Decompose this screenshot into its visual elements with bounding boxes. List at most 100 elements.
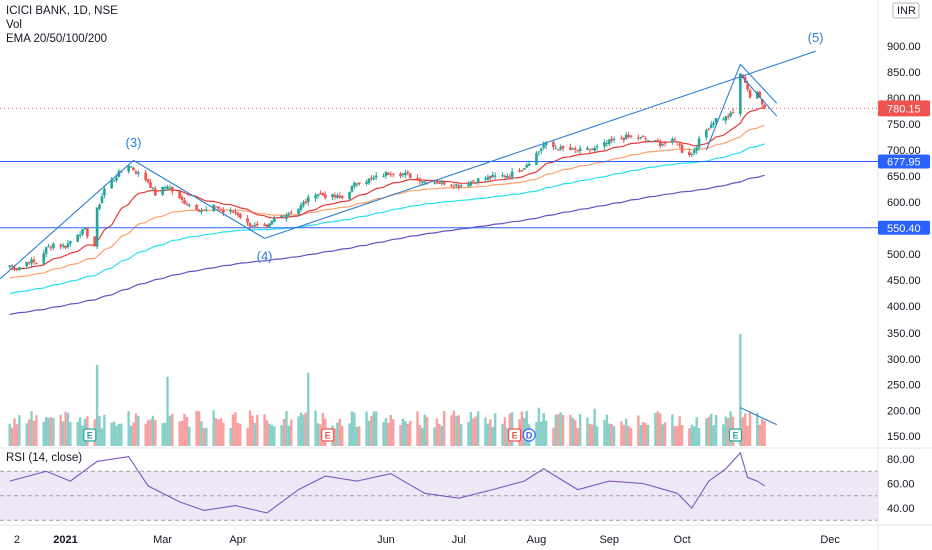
candle-body <box>421 181 424 183</box>
candle-body <box>709 124 713 129</box>
candle-body <box>726 116 730 118</box>
candle-body <box>27 262 31 264</box>
candle-body <box>134 171 138 174</box>
candle-body <box>518 170 521 172</box>
candle-body <box>556 149 560 151</box>
candle-body <box>331 194 334 198</box>
volume-bar <box>486 423 490 446</box>
volume-bar <box>457 415 460 446</box>
volume-bar <box>535 422 538 446</box>
volume-bar <box>127 411 130 446</box>
level-price-tag <box>878 154 930 169</box>
x-tick-label: Aug <box>527 534 547 546</box>
candle-body <box>382 176 385 178</box>
volume-bar <box>455 416 458 446</box>
candle-body <box>263 224 266 227</box>
candle-body <box>42 253 45 264</box>
candle-body <box>690 154 694 156</box>
volume-bar <box>49 417 53 446</box>
candle-body <box>214 206 218 208</box>
candle-body <box>588 149 592 151</box>
candle-body <box>671 138 674 143</box>
candle-body <box>646 140 650 142</box>
candle-body <box>370 177 373 179</box>
volume-bar <box>435 418 439 446</box>
rsi-tick-label: 60.00 <box>887 479 915 491</box>
volume-bar <box>629 428 633 446</box>
volume-bar <box>197 411 201 446</box>
candle-body <box>675 141 679 143</box>
volume-tick-label: 300.00 <box>887 354 921 366</box>
earnings-marker <box>507 428 522 442</box>
candle-body <box>731 112 735 114</box>
candle-body <box>637 137 640 139</box>
volume-bar <box>571 417 575 446</box>
currency-box <box>892 2 920 19</box>
earnings-marker <box>728 428 743 442</box>
candle-body <box>234 211 237 213</box>
volume-bar <box>285 411 288 446</box>
candle-body <box>554 148 558 150</box>
candle-body <box>365 181 368 184</box>
volume-bar <box>280 425 283 446</box>
volume-bar <box>273 426 276 446</box>
volume-indicator-label[interactable]: Vol <box>6 19 22 31</box>
volume-bar <box>30 411 33 446</box>
candle-body <box>287 213 291 216</box>
x-tick-label: Sep <box>599 534 619 546</box>
candle-body <box>171 186 174 192</box>
y-tick-label: 450.00 <box>887 275 921 287</box>
candle-body <box>255 223 259 226</box>
rsi-tick-label: 80.00 <box>887 454 915 466</box>
candle-body <box>66 243 70 248</box>
volume-bar <box>542 413 545 446</box>
candle-body <box>442 182 446 185</box>
volume-bar <box>625 418 628 446</box>
volume-bar <box>452 410 456 446</box>
volume-bar <box>297 416 300 446</box>
volume-bar <box>409 420 412 446</box>
volume-bar <box>387 422 390 446</box>
candle-body <box>100 196 104 204</box>
wave-trendline <box>0 159 134 280</box>
volume-bar <box>370 415 373 446</box>
volume-bar <box>8 423 11 446</box>
symbol-title[interactable]: ICICI BANK, 1D, NSE <box>6 5 118 17</box>
volume-bar <box>316 423 320 446</box>
wave-4-label: (4) <box>257 248 273 263</box>
volume-bar <box>217 419 220 446</box>
volume-bar <box>459 424 463 446</box>
volume-bar <box>154 420 157 446</box>
candle-body <box>590 148 594 150</box>
volume-bar <box>35 415 38 446</box>
flag-lower-line <box>739 74 778 117</box>
candle-body <box>154 188 157 196</box>
x-tick-label: Dec <box>820 534 840 546</box>
ema100-line <box>9 143 765 295</box>
candle-body <box>748 90 752 98</box>
volume-bar <box>559 412 562 446</box>
currency-label: INR <box>897 5 916 17</box>
breakout-line <box>705 63 741 151</box>
candle-body <box>680 144 684 153</box>
volume-tick-label: 150.00 <box>887 431 921 443</box>
volume-bar <box>506 427 509 446</box>
candle-body <box>435 181 439 184</box>
candle-body <box>306 196 310 203</box>
candle-body <box>569 147 572 151</box>
volume-bar <box>520 411 524 446</box>
candle-body <box>610 138 613 141</box>
rsi-indicator-label[interactable]: RSI (14, close) <box>6 452 83 464</box>
candle-body <box>178 190 181 199</box>
candle-body <box>251 225 254 227</box>
volume-bar <box>47 417 50 446</box>
volume-bar <box>707 416 710 446</box>
ema-indicator-label[interactable]: EMA 20/50/100/200 <box>6 33 108 45</box>
candle-body <box>673 139 677 141</box>
candle-body <box>707 128 711 130</box>
candle-body <box>542 144 546 148</box>
volume-bar <box>18 415 21 446</box>
candle-body <box>576 150 580 152</box>
candle-body <box>314 195 317 199</box>
